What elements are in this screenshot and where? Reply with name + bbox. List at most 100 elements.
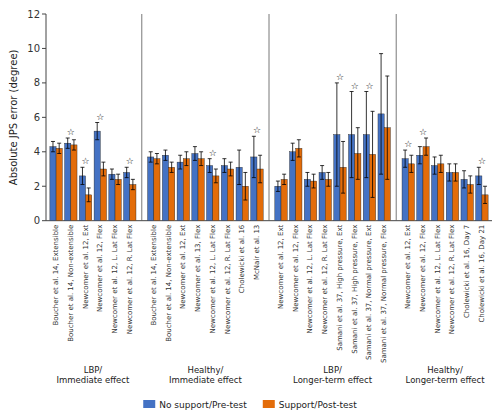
error-bar-stem xyxy=(165,150,166,160)
error-bar xyxy=(170,162,174,172)
error-bar-stem xyxy=(59,143,60,153)
error-bar-cap xyxy=(385,76,389,77)
error-bar-cap xyxy=(222,158,226,159)
error-bar-stem xyxy=(455,164,456,181)
x-tick-label: Boucher et al. 14, Non-extensible xyxy=(165,225,173,342)
group-label-line: LBP/ xyxy=(323,365,342,375)
error-bar-cap xyxy=(229,162,233,163)
error-bar-cap xyxy=(243,200,247,201)
error-bar-cap xyxy=(66,138,70,139)
error-bar xyxy=(439,155,443,172)
y-tick-label: 8 xyxy=(34,77,40,88)
error-bar-cap xyxy=(433,174,437,175)
error-bar-stem xyxy=(118,174,119,184)
error-bar-stem xyxy=(230,162,231,176)
error-bar-cap xyxy=(80,167,84,168)
error-bar-stem xyxy=(411,155,412,172)
error-bar-cap xyxy=(276,181,280,182)
error-bar-cap xyxy=(291,160,295,161)
error-bar-cap xyxy=(110,169,114,170)
error-bar-stem xyxy=(239,150,240,184)
y-tick xyxy=(42,48,46,49)
error-bar-stem xyxy=(156,154,157,164)
error-bar-cap xyxy=(379,53,383,54)
error-bar-cap xyxy=(101,175,105,176)
error-bar-stem xyxy=(381,54,382,175)
error-bar-cap xyxy=(131,179,135,180)
error-bar-stem xyxy=(478,167,479,184)
error-bar-stem xyxy=(434,157,435,174)
error-bar xyxy=(66,138,70,148)
error-bar-cap xyxy=(72,139,76,140)
error-bar-cap xyxy=(184,151,188,152)
y-tick xyxy=(42,151,46,152)
bar xyxy=(290,152,296,221)
error-bar-cap xyxy=(364,91,368,92)
error-bar xyxy=(341,141,345,193)
bar xyxy=(402,159,408,221)
error-bar xyxy=(208,159,212,173)
y-tick xyxy=(42,117,46,118)
error-bar-stem xyxy=(292,143,293,160)
error-bar xyxy=(468,176,472,193)
significance-star: ☆ xyxy=(351,81,359,91)
error-bar-cap xyxy=(66,148,70,149)
error-bar-cap xyxy=(87,187,91,188)
error-bar-cap xyxy=(155,163,159,164)
error-bar xyxy=(297,140,301,157)
error-bar-cap xyxy=(163,150,167,151)
error-bar-cap xyxy=(155,153,159,154)
error-bar-stem xyxy=(277,181,278,191)
error-bar-stem xyxy=(260,155,261,183)
error-bar xyxy=(385,76,389,179)
error-bar-stem xyxy=(464,171,465,188)
error-bar xyxy=(282,174,286,184)
error-bar-cap xyxy=(439,172,443,173)
error-bar-cap xyxy=(101,162,105,163)
error-bar xyxy=(229,162,233,176)
error-bar-cap xyxy=(237,150,241,151)
group-separator xyxy=(396,14,397,221)
error-bar-stem xyxy=(387,76,388,179)
error-bar-cap xyxy=(371,111,375,112)
bar xyxy=(207,166,213,221)
error-bar-cap xyxy=(125,177,129,178)
bar xyxy=(71,145,77,221)
error-bar-cap xyxy=(276,191,280,192)
error-bar xyxy=(403,150,407,167)
x-tick-label: Newcomer et al. 12, R. Lat Flex xyxy=(224,225,232,334)
error-bar-cap xyxy=(51,151,55,152)
error-bar xyxy=(291,143,295,160)
error-bar-cap xyxy=(80,184,84,185)
error-bar-stem xyxy=(201,152,202,166)
error-bar-stem xyxy=(322,166,323,180)
error-bar-cap xyxy=(468,193,472,194)
group-label-line: Longer-term effect xyxy=(293,375,373,385)
bar xyxy=(65,143,71,221)
error-bar-stem xyxy=(419,147,420,164)
error-bar xyxy=(80,167,84,184)
error-bar-stem xyxy=(357,128,358,180)
error-bar-stem xyxy=(209,159,210,173)
error-bar-cap xyxy=(483,186,487,187)
error-bar xyxy=(101,162,105,176)
legend-swatch xyxy=(263,400,275,408)
error-bar-stem xyxy=(103,162,104,176)
error-bar xyxy=(356,128,360,180)
error-bar-stem xyxy=(186,152,187,166)
error-bar-cap xyxy=(131,189,135,190)
error-bar-cap xyxy=(409,155,413,156)
error-bar-stem xyxy=(470,176,471,193)
error-bar-cap xyxy=(320,179,324,180)
error-bar xyxy=(243,172,247,200)
error-bar-cap xyxy=(462,170,466,171)
significance-star: ☆ xyxy=(126,156,134,166)
error-bar-cap xyxy=(418,163,422,164)
error-bar-cap xyxy=(364,177,368,178)
error-bar xyxy=(326,172,330,186)
error-bar xyxy=(155,154,159,164)
error-bar-stem xyxy=(366,92,367,178)
x-tick-label: Newcomer et al. 12, L. Lat Flex xyxy=(434,225,442,334)
error-bar xyxy=(237,150,241,184)
bar xyxy=(56,148,62,220)
